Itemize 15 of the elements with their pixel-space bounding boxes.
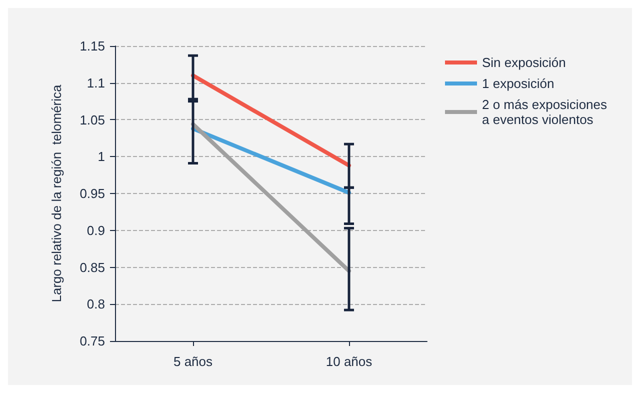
legend-label: 2 o más exposiciones a eventos violentos bbox=[482, 97, 608, 127]
x-tick-label: 10 años bbox=[326, 354, 373, 369]
legend-label: Sin exposición bbox=[482, 55, 566, 70]
y-tick-label: 0.95 bbox=[80, 186, 105, 201]
y-axis-title: Largo relativo de la región telomérica bbox=[49, 84, 64, 302]
y-tick-label: 1 bbox=[98, 149, 105, 164]
y-tick-label: 0.9 bbox=[86, 222, 105, 238]
y-tick-label: 1.05 bbox=[80, 112, 105, 128]
y-tick-label: 0.85 bbox=[80, 260, 105, 275]
x-tick-label: 5 años bbox=[173, 354, 214, 369]
y-tick-label: 1.1 bbox=[86, 75, 105, 90]
y-tick-label: 0.75 bbox=[80, 334, 105, 348]
y-tick-label: 0.8 bbox=[86, 296, 105, 312]
y-tick-label: 1.15 bbox=[80, 38, 105, 54]
legend-label: 1 exposición bbox=[482, 76, 554, 91]
